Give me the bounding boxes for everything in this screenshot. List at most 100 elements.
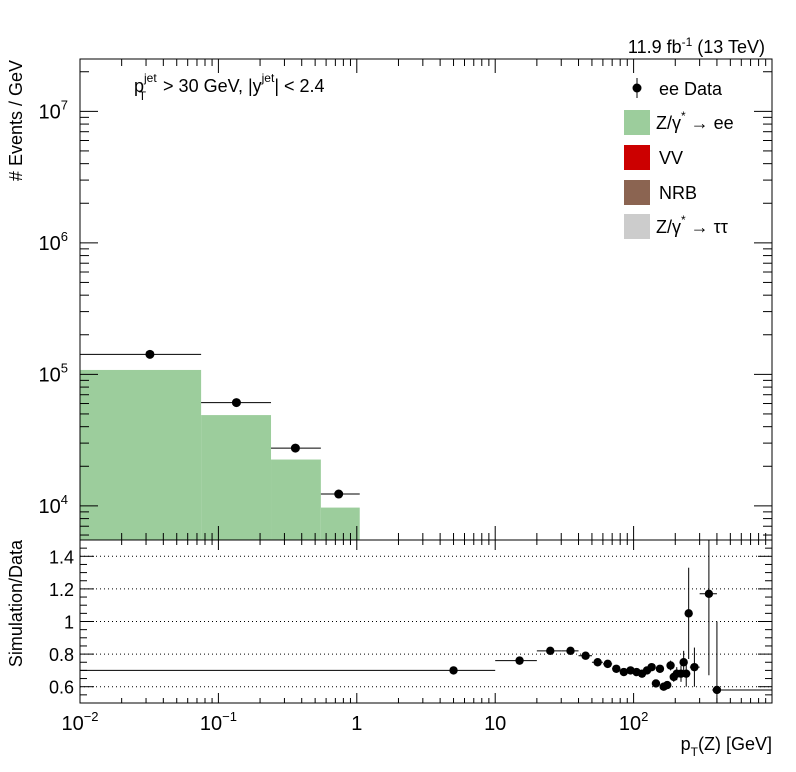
main-y-tick-label-0: 104 — [39, 492, 68, 518]
ratio-point-marker — [663, 680, 672, 690]
ratio-point-marker — [546, 646, 555, 656]
main-y-tick-label-1: 105 — [39, 360, 68, 386]
legend-item-dy-tautau: Z/γ* → ττ — [624, 213, 728, 239]
legend-dy-tautau-label: Z/γ* → ττ — [656, 213, 728, 237]
lumi-value: 11.9 fb — [628, 37, 682, 57]
legend: ee Data Z/γ* → ee VV NRB Z/γ* → ττ — [624, 78, 734, 239]
legend-item-vv: VV — [624, 145, 683, 170]
ratio-point-5 — [591, 658, 603, 667]
cut-label: pjet T > 30 GeV, |yjet| < 2.4 — [134, 71, 325, 103]
ratio-point-7 — [612, 664, 621, 673]
ratio-point-27 — [712, 621, 772, 703]
ratio-point-marker — [612, 664, 621, 673]
ratio-point-23 — [682, 660, 691, 687]
data-point-marker — [231, 398, 241, 408]
ratio-point-14 — [651, 679, 661, 688]
x-tick-exp: −2 — [84, 709, 99, 724]
ratio-y-tick-label-1: 0.8 — [49, 645, 74, 665]
data-points — [80, 349, 360, 499]
y-tick-exp: 4 — [61, 492, 68, 507]
ratio-point-24 — [684, 567, 693, 659]
ratio-point-marker — [581, 651, 590, 660]
main-y-tick-label-3: 107 — [39, 97, 68, 123]
data-point-3 — [320, 489, 360, 499]
mc-histogram — [80, 369, 360, 540]
ratio-point-marker — [651, 679, 661, 688]
y-tick-exp: 7 — [61, 97, 68, 112]
ratio-point-18 — [666, 660, 675, 671]
ratio-point-1 — [495, 656, 537, 665]
legend-item-data: ee Data — [632, 78, 723, 99]
legend-dy-tautau-swatch — [624, 214, 650, 239]
y-tick-base: 10 — [39, 496, 61, 518]
cut-end: | < 2.4 — [274, 76, 324, 96]
ratio-point-2 — [536, 646, 562, 656]
ratio-point-4 — [578, 651, 592, 660]
x-axis-label-rest: (Z) [GeV] — [698, 734, 772, 754]
mc-bar-2 — [271, 459, 321, 540]
x-tick-exp: −1 — [222, 709, 237, 724]
ratio-point-15 — [655, 664, 665, 673]
data-point-marker — [145, 349, 155, 359]
ratio-y-axis-label: Simulation/Data — [6, 539, 26, 667]
x-tick-label-3: 10 — [484, 713, 506, 735]
x-tick-label-0: 10−2 — [61, 709, 98, 735]
legend-dy-ee-swatch — [624, 110, 650, 135]
lumi-rest: (13 TeV) — [692, 37, 765, 57]
data-point-marker — [290, 443, 300, 453]
legend-dy-ee-end: → ee — [686, 113, 734, 133]
cut-pt: p — [134, 76, 144, 96]
mc-bar-3 — [320, 507, 360, 540]
x-tick-exp: 2 — [641, 709, 648, 724]
legend-dy-tautau-end: → ττ — [686, 217, 728, 237]
data-point-1 — [201, 398, 272, 408]
y-tick-exp: 6 — [61, 229, 68, 244]
ratio-y-ticks: 0.6 0.8 1 1.2 1.4 — [49, 539, 772, 704]
x-axis-label-main: p — [681, 734, 691, 754]
ratio-plot-panel: 0.60.811.21.4 10−2 10−1 1 10 102 — [49, 539, 773, 735]
main-x-ticks — [79, 59, 767, 540]
legend-item-dy-ee: Z/γ* → ee — [624, 109, 734, 135]
ratio-point-25 — [689, 647, 700, 687]
legend-nrb-swatch — [624, 180, 650, 205]
legend-item-nrb: NRB — [624, 180, 697, 205]
legend-dy-ee-sup: * — [681, 109, 686, 123]
mc-bar-0 — [80, 369, 202, 540]
y-tick-exp: 5 — [61, 360, 68, 375]
ratio-x-ticks: 10−2 10−1 1 10 102 — [61, 540, 767, 735]
ratio-point-marker — [647, 662, 656, 672]
cut-pt-sub: T — [139, 89, 147, 103]
ratio-point-marker — [704, 589, 714, 598]
legend-vv-swatch — [624, 145, 650, 170]
x-tick-base: 10 — [619, 713, 641, 735]
ratio-y-tick-label-3: 1.2 — [49, 580, 74, 600]
x-axis-label-sub: T — [691, 745, 699, 759]
ratio-point-marker — [593, 658, 602, 667]
ratio-y-tick-label-4: 1.4 — [49, 547, 74, 567]
ratio-point-marker — [566, 646, 575, 656]
x-tick-label-2: 1 — [351, 713, 362, 735]
main-y-axis-label: # Events / GeV — [6, 60, 26, 181]
ratio-point-17 — [663, 680, 672, 690]
ratio-points — [80, 540, 772, 703]
ratio-point-marker — [684, 609, 693, 618]
ratio-point-3 — [561, 646, 579, 656]
legend-dy-ee-main: Z/γ — [656, 113, 681, 133]
cut-pt-sup: jet — [143, 71, 157, 85]
ratio-point-marker — [690, 662, 699, 672]
legend-dy-tautau-main: Z/γ — [656, 217, 681, 237]
y-tick-base: 10 — [39, 101, 61, 123]
y-tick-base: 10 — [39, 233, 61, 255]
ratio-point-marker — [655, 664, 665, 673]
data-point-2 — [271, 443, 321, 453]
ratio-point-26 — [699, 540, 717, 676]
x-tick-base: 10 — [200, 713, 222, 735]
ratio-point-13 — [647, 662, 656, 672]
ratio-point-marker — [603, 659, 612, 669]
ratio-point-0 — [80, 666, 496, 675]
ratio-point-8 — [619, 667, 629, 677]
ratio-point-marker — [712, 685, 722, 695]
